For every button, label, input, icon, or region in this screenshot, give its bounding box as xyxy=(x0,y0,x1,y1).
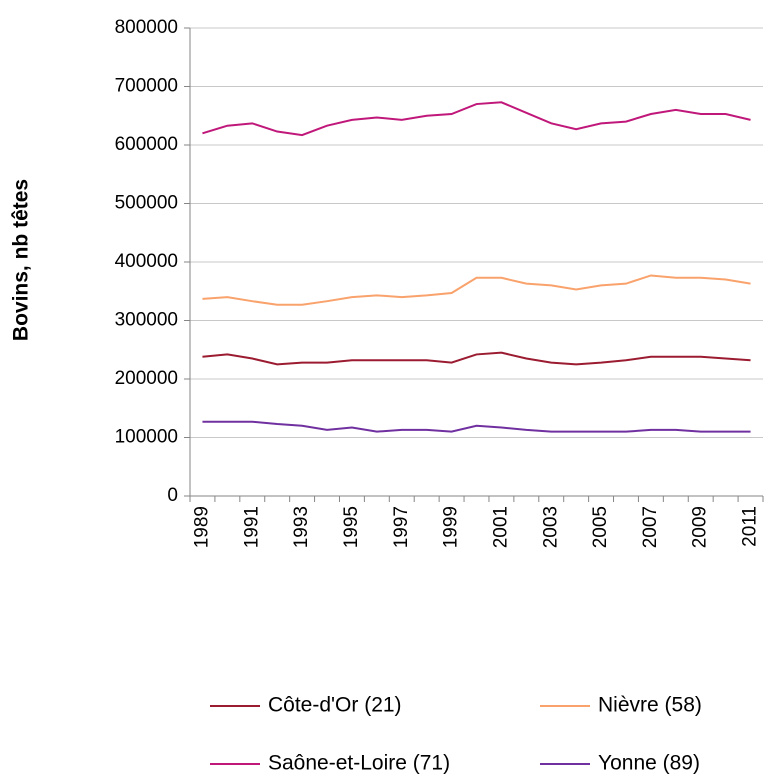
y-tick-label: 300000 xyxy=(115,310,178,331)
y-tick-label: 700000 xyxy=(115,76,178,97)
y-tick-label: 400000 xyxy=(115,251,178,272)
x-tick-label: 2011 xyxy=(740,506,761,547)
y-tick-label: 500000 xyxy=(115,193,178,214)
series-line xyxy=(202,101,751,137)
x-tick-label: 2003 xyxy=(540,506,561,548)
x-tick-label: 1999 xyxy=(441,506,462,548)
x-tick-label: 1991 xyxy=(241,506,262,548)
x-tick-label: 1993 xyxy=(291,506,312,548)
legend-label: Yonne (89) xyxy=(598,752,700,775)
y-tick-label: 200000 xyxy=(115,368,178,389)
legend-label: Nièvre (58) xyxy=(598,694,702,717)
legend-label: Côte-d'Or (21) xyxy=(268,694,402,717)
x-tick-label: 2001 xyxy=(490,506,511,548)
x-tick-label: 1995 xyxy=(341,506,362,548)
y-axis-label: Bovins, nb têtes xyxy=(10,179,33,341)
x-tick-label: 2009 xyxy=(690,506,711,548)
x-tick-label: 1989 xyxy=(191,506,212,548)
y-tick-label: 0 xyxy=(167,485,178,506)
y-tick-label: 600000 xyxy=(115,134,178,155)
x-tick-label: 2007 xyxy=(640,506,661,548)
y-tick-label: 100000 xyxy=(115,427,178,448)
x-tick-label: 1997 xyxy=(391,506,412,548)
y-tick-label: 800000 xyxy=(115,17,178,38)
x-tick-label: 2005 xyxy=(590,506,611,548)
series-line xyxy=(202,420,751,433)
series-line xyxy=(202,274,751,306)
series-line xyxy=(202,351,751,366)
legend-label: Saône-et-Loire (71) xyxy=(268,752,450,775)
